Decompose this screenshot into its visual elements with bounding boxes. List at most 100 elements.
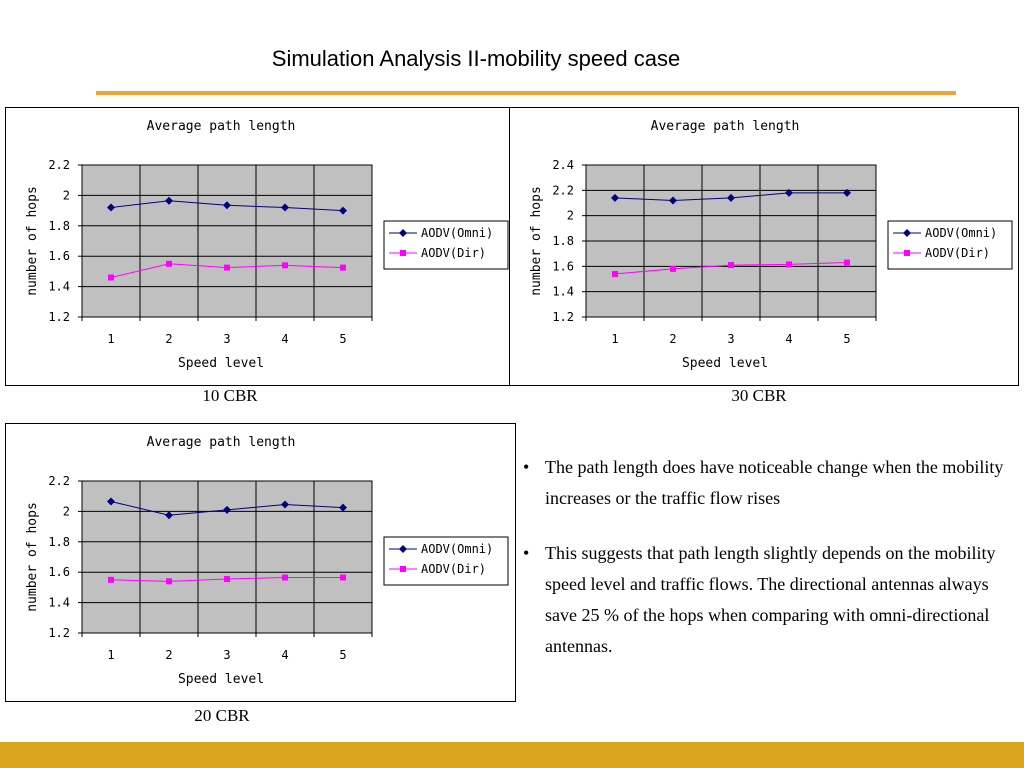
bullet-marker: • xyxy=(523,543,530,563)
bullet-item-path-change: • The path length does have noticeable c… xyxy=(523,452,1013,514)
legend-label: AODV(Dir) xyxy=(421,562,486,576)
chart-panel-20cbr: Average path length 1.2 1.4 1.6 1.8 2 2.2 1 2 3 4 5… xyxy=(5,423,516,702)
x-tick-label: 1 xyxy=(107,648,114,662)
bullet-list: • The path length does have noticeable c… xyxy=(523,452,1013,686)
legend-label: AODV(Dir) xyxy=(925,246,990,260)
y-tick-label: 2.4 xyxy=(552,158,574,172)
y-tick-label: 1.6 xyxy=(48,249,70,263)
data-point xyxy=(108,274,114,281)
x-axis-label: Speed level xyxy=(682,356,768,371)
x-axis-label: Speed level xyxy=(178,356,264,371)
data-point xyxy=(339,503,347,512)
chart-10cbr: Average path length 1.2 1.4 1.6 1.8 2 2.2 1 2 3 4 5… xyxy=(25,119,509,371)
x-tick-label: 5 xyxy=(843,332,850,346)
y-axis-label: number of hops xyxy=(25,502,40,612)
y-tick-label: 2.2 xyxy=(48,474,70,488)
data-point xyxy=(844,259,850,266)
legend-marker xyxy=(399,229,407,237)
y-axis-label: number of hops xyxy=(25,186,40,296)
data-point xyxy=(165,511,173,520)
data-point xyxy=(223,201,231,210)
y-tick-label: 2 xyxy=(63,504,70,518)
legend-marker xyxy=(400,250,406,256)
data-point xyxy=(727,193,735,202)
legend-box xyxy=(383,220,509,270)
chart-30cbr: Average path length 1.2 1.4 1.6 1.8 2 2.2 2.4 1 2… xyxy=(529,119,1013,371)
data-point xyxy=(340,574,346,581)
x-tick-label: 1 xyxy=(611,332,618,346)
y-tick-label: 1.8 xyxy=(48,219,70,233)
data-point xyxy=(340,264,346,271)
y-tick-label: 1.6 xyxy=(48,565,70,579)
bullet-text: The path length does have noticeable cha… xyxy=(545,457,1004,508)
y-tick-label: 2 xyxy=(63,188,70,202)
chart-title: Average path length xyxy=(147,435,296,450)
y-axis-label: number of hops xyxy=(529,186,544,296)
x-tick-label: 2 xyxy=(165,332,172,346)
data-point xyxy=(281,203,289,212)
data-point xyxy=(223,505,231,514)
bullet-item-directional-savings: • This suggests that path length slightl… xyxy=(523,538,1013,662)
caption-10cbr: 10 CBR xyxy=(202,386,258,405)
data-point xyxy=(786,261,792,268)
bullet-marker: • xyxy=(523,457,530,477)
y-tick-label: 1.2 xyxy=(48,626,70,640)
data-point xyxy=(108,576,114,583)
y-tick-label: 2.2 xyxy=(552,183,574,197)
x-tick-label: 2 xyxy=(669,332,676,346)
legend-label: AODV(Omni) xyxy=(421,226,493,240)
data-point xyxy=(166,578,172,585)
plot-area xyxy=(81,480,373,634)
legend-box xyxy=(887,220,1013,270)
x-tick-label: 3 xyxy=(223,332,230,346)
y-tick-label: 1.4 xyxy=(48,596,70,610)
legend-marker xyxy=(399,545,407,553)
caption-20cbr: 20 CBR xyxy=(194,706,250,725)
data-point xyxy=(669,196,677,205)
legend-marker xyxy=(400,566,406,572)
data-point xyxy=(224,576,230,583)
legend-label: AODV(Dir) xyxy=(421,246,486,260)
footer-bar xyxy=(0,742,1024,768)
data-point xyxy=(670,265,676,272)
data-point xyxy=(107,497,115,506)
data-point xyxy=(107,203,115,212)
slide-title: Simulation Analysis II-mobility speed ca… xyxy=(271,46,681,71)
legend-label: AODV(Omni) xyxy=(421,542,493,556)
chart-panel-30cbr: Average path length 1.2 1.4 1.6 1.8 2 2.2 2.4 1 2… xyxy=(509,107,1019,386)
data-point xyxy=(611,193,619,202)
y-tick-label: 2.2 xyxy=(48,158,70,172)
x-tick-label: 3 xyxy=(223,648,230,662)
x-tick-label: 1 xyxy=(107,332,114,346)
y-tick-label: 1.2 xyxy=(48,310,70,324)
data-point xyxy=(612,270,618,277)
y-tick-label: 1.8 xyxy=(552,234,574,248)
y-tick-label: 1.6 xyxy=(552,259,574,273)
data-point xyxy=(282,574,288,581)
y-tick-label: 1.4 xyxy=(552,285,574,299)
bullet-text: This suggests that path length slightly … xyxy=(545,543,996,656)
plot-area xyxy=(81,164,373,318)
x-tick-label: 4 xyxy=(281,648,288,662)
chart-title: Average path length xyxy=(147,119,296,134)
x-tick-label: 5 xyxy=(339,332,346,346)
x-axis-label: Speed level xyxy=(178,672,264,687)
caption-30cbr: 30 CBR xyxy=(731,386,787,405)
y-tick-label: 1.2 xyxy=(552,310,574,324)
data-point xyxy=(282,262,288,269)
data-point xyxy=(843,188,851,197)
data-point xyxy=(339,206,347,215)
data-point xyxy=(728,262,734,269)
chart-panel-10cbr: Average path length 1.2 1.4 1.6 1.8 2 2.2 1 2 3 4 5… xyxy=(5,107,510,386)
x-tick-label: 3 xyxy=(727,332,734,346)
y-tick-label: 2 xyxy=(567,209,574,223)
title-underline xyxy=(96,91,956,95)
x-tick-label: 5 xyxy=(339,648,346,662)
x-tick-label: 4 xyxy=(281,332,288,346)
data-point xyxy=(785,188,793,197)
data-point xyxy=(224,264,230,271)
legend-label: AODV(Omni) xyxy=(925,226,997,240)
y-tick-label: 1.8 xyxy=(48,535,70,549)
data-point xyxy=(166,260,172,267)
x-tick-label: 2 xyxy=(165,648,172,662)
